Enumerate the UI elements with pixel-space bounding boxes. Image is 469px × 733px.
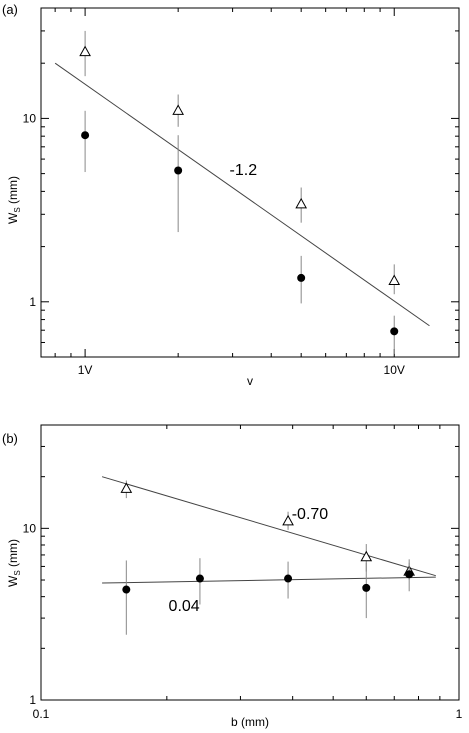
data-point-triangle <box>295 197 308 209</box>
data-point-triangle <box>360 550 373 562</box>
data-point-circle <box>390 327 399 336</box>
y-tick-label: 10 <box>23 111 37 125</box>
fit-line <box>102 576 436 584</box>
y-tick-label: 1 <box>29 295 36 309</box>
data-point-triangle <box>120 482 133 493</box>
plot-frame <box>40 424 460 701</box>
y-axis-label: WS (mm) <box>6 539 22 587</box>
data-point-triangle <box>282 514 294 526</box>
x-tick-label: 1V <box>78 363 93 377</box>
fit-line <box>101 476 436 577</box>
data-point-circle <box>297 273 306 282</box>
data-point-circle <box>195 574 204 583</box>
y-axis-label: WS (mm) <box>6 176 22 224</box>
fit-slope-label: -1.2 <box>230 162 258 179</box>
x-axis-label: v <box>247 374 253 388</box>
y-tick-label: 10 <box>23 521 37 535</box>
y-tick-label: 1 <box>29 693 36 707</box>
x-axis-label: b (mm) <box>231 715 269 729</box>
data-point-circle <box>405 570 414 579</box>
data-point-circle <box>174 166 183 175</box>
fit-slope-label: 0.04 <box>169 598 200 615</box>
panel-a: (a) 1V 10V 1 10 v WS (mm) -1.2 <box>2 2 460 388</box>
data-point-triangle <box>172 104 185 115</box>
data-point-circle <box>122 585 131 594</box>
x-tick-label: 0.1 <box>33 707 50 721</box>
data-point-triangle <box>388 274 401 285</box>
data-point-circle <box>362 583 371 592</box>
x-tick-label: 1 <box>456 707 463 721</box>
data-point-circle <box>284 574 293 583</box>
y-axis-label-unit: (mm) <box>6 539 20 570</box>
y-axis-label-subscript: S <box>13 570 22 575</box>
fit-line <box>54 62 430 327</box>
y-axis-label-unit: (mm) <box>6 176 20 207</box>
x-tick-label: 10V <box>384 363 405 377</box>
plot-frame <box>40 7 460 358</box>
y-axis-label-main: W <box>6 212 20 224</box>
data-point-triangle <box>79 45 91 57</box>
y-axis-label-subscript: S <box>13 207 22 212</box>
data-point-circle <box>81 131 90 140</box>
panel-label: (a) <box>2 2 18 17</box>
fit-slope-label: -0.70 <box>292 506 329 523</box>
y-axis-label-main: W <box>6 575 20 587</box>
panel-label: (b) <box>2 431 18 446</box>
